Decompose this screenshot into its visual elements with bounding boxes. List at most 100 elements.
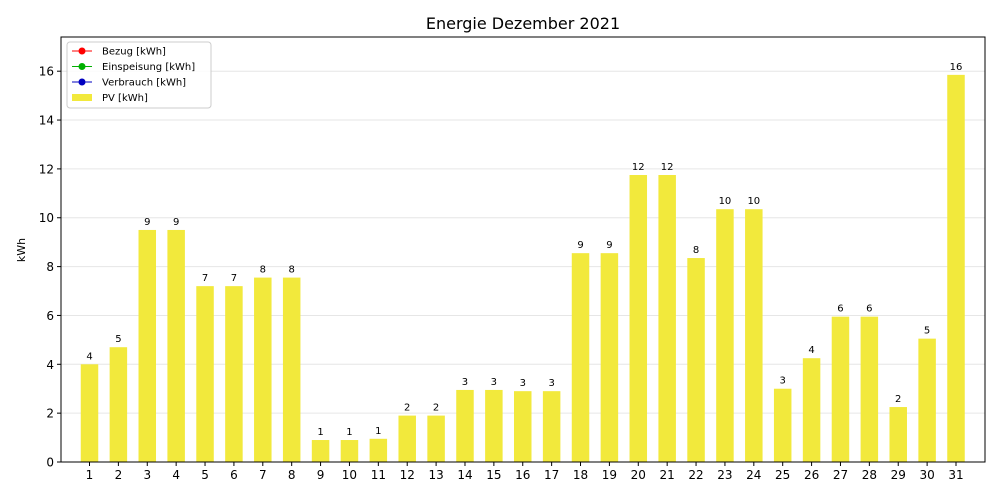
x-tick-label: 1 — [86, 468, 94, 482]
y-tick-label: 2 — [46, 407, 54, 421]
x-tick-label: 23 — [717, 468, 732, 482]
y-tick-label: 6 — [46, 309, 54, 323]
bar — [889, 407, 907, 462]
bar — [225, 286, 243, 462]
x-tick-label: 24 — [746, 468, 761, 482]
x-tick-label: 19 — [602, 468, 617, 482]
x-tick-label: 7 — [259, 468, 267, 482]
bar-value-label: 6 — [866, 304, 872, 315]
y-tick-label: 14 — [39, 114, 54, 128]
x-tick-label: 28 — [862, 468, 877, 482]
bar-value-label: 2 — [895, 394, 901, 405]
bar — [369, 438, 388, 462]
bar-value-label: 8 — [693, 245, 699, 256]
bar — [398, 415, 416, 462]
x-tick-label: 4 — [172, 468, 180, 482]
bar — [254, 277, 272, 462]
legend-swatch-marker — [78, 47, 86, 55]
x-tick-label: 31 — [948, 468, 963, 482]
bar — [831, 316, 850, 462]
legend-entry-label: PV [kWh] — [102, 93, 148, 104]
y-tick-label: 8 — [46, 260, 54, 274]
bar-value-label: 1 — [317, 427, 323, 438]
bar — [196, 286, 214, 462]
x-tick-label: 25 — [775, 468, 790, 482]
y-tick-label: 16 — [39, 65, 54, 79]
x-tick-label: 9 — [317, 468, 325, 482]
x-tick-label: 26 — [804, 468, 819, 482]
bar-value-label: 4 — [808, 345, 814, 356]
bar-value-label: 8 — [288, 265, 294, 276]
bar-value-label: 16 — [950, 62, 963, 73]
legend-entry-label: Verbrauch [kWh] — [102, 78, 186, 89]
bar — [658, 175, 676, 462]
y-tick-label: 12 — [39, 162, 54, 176]
bar-value-label: 3 — [780, 376, 786, 387]
x-tick-label: 29 — [891, 468, 906, 482]
x-tick-label: 16 — [515, 468, 530, 482]
chart-title: Energie Dezember 2021 — [426, 14, 620, 33]
legend-entry-label: Bezug [kWh] — [102, 47, 166, 58]
bar — [456, 389, 474, 462]
x-tick-label: 15 — [486, 468, 501, 482]
bar-value-label: 3 — [462, 377, 468, 388]
bar-value-label: 9 — [577, 240, 583, 251]
bar — [600, 253, 619, 462]
bar — [542, 391, 561, 462]
gridlines — [61, 70, 985, 414]
x-tick-label: 17 — [544, 468, 559, 482]
bar-value-label: 12 — [632, 162, 645, 173]
bar-value-label: 10 — [719, 196, 732, 207]
bar-value-label: 4 — [86, 351, 92, 362]
x-tick-label: 2 — [115, 468, 123, 482]
bar — [629, 175, 648, 462]
bar-value-label: 10 — [747, 196, 760, 207]
x-tick-label: 13 — [428, 468, 443, 482]
bar-value-label: 5 — [115, 334, 121, 345]
x-tick-label: 18 — [573, 468, 588, 482]
bar-value-label: 7 — [231, 273, 237, 284]
bar-value-label: 9 — [173, 217, 179, 228]
bar — [340, 440, 359, 462]
legend-swatch-bar — [72, 94, 92, 101]
x-tick-label: 21 — [660, 468, 675, 482]
bar-value-label: 1 — [375, 426, 381, 437]
bar — [485, 389, 503, 462]
bar-value-label: 1 — [346, 427, 352, 438]
x-tick-label: 10 — [342, 468, 357, 482]
legend-entry-label: Einspeisung [kWh] — [102, 62, 195, 73]
x-tick-label: 6 — [230, 468, 238, 482]
bar-value-label: 2 — [433, 403, 439, 414]
bar-value-label: 7 — [202, 273, 208, 284]
legend-swatch-marker — [78, 78, 86, 86]
bar — [80, 364, 99, 462]
x-tick-label: 22 — [688, 468, 703, 482]
legend-box — [66, 41, 212, 109]
bar-value-label: 5 — [924, 326, 930, 337]
bar-value-label: 9 — [606, 240, 612, 251]
y-axis-label: kWh — [15, 238, 28, 262]
bar — [745, 209, 763, 462]
x-tick-label: 20 — [631, 468, 646, 482]
bar — [427, 415, 445, 462]
bar — [138, 229, 157, 462]
y-tick-label: 0 — [46, 456, 54, 470]
bar-value-label: 3 — [520, 378, 526, 389]
x-tick-label: 14 — [457, 468, 472, 482]
bar — [282, 277, 301, 462]
bar — [947, 74, 965, 462]
bar — [802, 358, 821, 462]
x-tick-label: 3 — [143, 468, 151, 482]
bar — [773, 388, 792, 462]
bar — [311, 440, 330, 462]
y-tick-label: 10 — [39, 211, 54, 225]
bar-value-label: 3 — [491, 377, 497, 388]
legend: Bezug [kWh] Einspeisung [kWh] Verbrauch [k… — [66, 41, 212, 109]
x-tick-label: 27 — [833, 468, 848, 482]
bar-value-label: 9 — [144, 217, 150, 228]
bar-value-label: 12 — [661, 162, 674, 173]
bar — [109, 347, 128, 462]
bar-value-label: 2 — [404, 403, 410, 414]
